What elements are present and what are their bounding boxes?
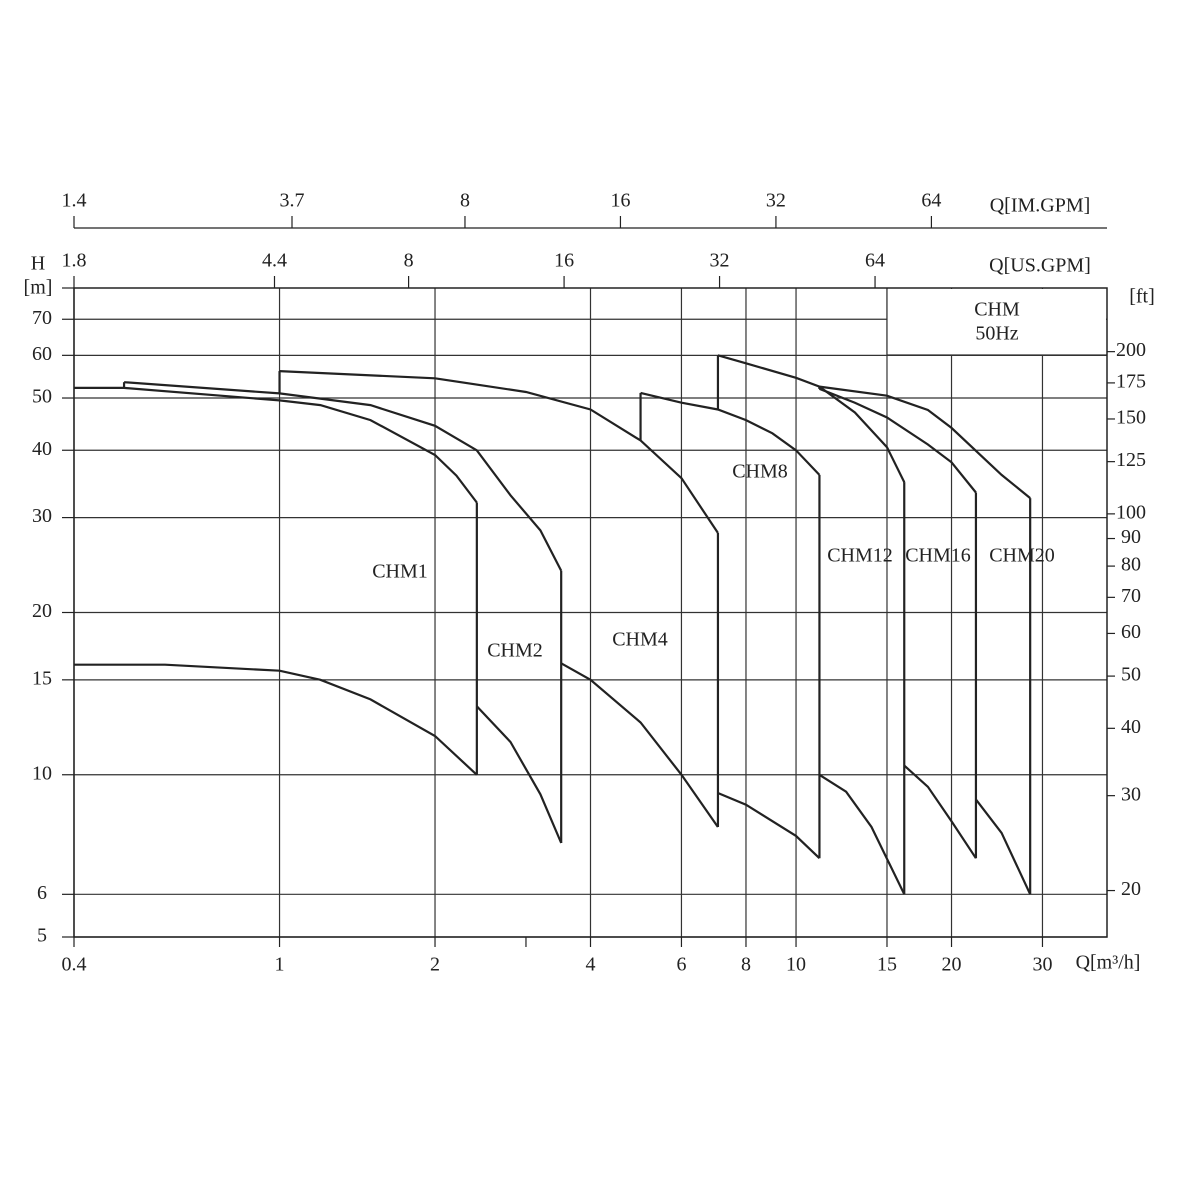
- y-tick-label: 70: [32, 307, 52, 329]
- y2-tick-label: 100: [1116, 501, 1146, 523]
- x-tick-label: 6: [676, 954, 686, 976]
- y-tick-label: 5: [37, 925, 47, 947]
- series-label: CHM1: [372, 561, 428, 583]
- series-label: CHM12: [827, 545, 893, 567]
- y2-tick-label: 70: [1121, 585, 1141, 607]
- annotation-box: [887, 289, 1106, 355]
- y2-tick-label: 125: [1116, 449, 1146, 471]
- series-label: CHM4: [612, 629, 668, 651]
- y2-tick-label: 200: [1116, 339, 1146, 361]
- top-axis-label: Q[IM.GPM]: [990, 195, 1091, 217]
- pump-curve: [124, 381, 563, 572]
- x-tick-label: 8: [741, 954, 751, 976]
- top-tick-label: 16: [554, 250, 574, 272]
- top-tick-label: 8: [404, 250, 414, 272]
- top-tick-label: 4.4: [262, 250, 287, 272]
- y2-tick-label: 60: [1121, 621, 1141, 643]
- pump-curve: [903, 764, 977, 859]
- pump-curve: [279, 370, 719, 534]
- y2-tick-label: 90: [1121, 526, 1141, 548]
- pump-curve: [560, 662, 719, 828]
- y2-unit: [ft]: [1129, 286, 1155, 308]
- annotation: CHM: [974, 299, 1020, 321]
- x-tick-label: 0.4: [62, 954, 87, 976]
- y-tick-label: 60: [32, 343, 52, 365]
- y2-tick-label: 150: [1116, 407, 1146, 429]
- y-tick-label: 15: [32, 667, 52, 689]
- y2-tick-label: 80: [1121, 554, 1141, 576]
- top-tick-label: 1.4: [62, 190, 87, 212]
- pump-curve: [819, 385, 1031, 499]
- y-label: H: [31, 253, 45, 275]
- series-label: CHM8: [732, 461, 788, 483]
- pump-curve: [640, 391, 821, 476]
- pump-curve: [975, 798, 1032, 895]
- top-tick-label: 16: [610, 190, 630, 212]
- top-axis-label: Q[US.GPM]: [989, 255, 1091, 277]
- y2-tick-label: 175: [1116, 370, 1146, 392]
- top-tick-label: 64: [921, 190, 941, 212]
- x-tick-label: 20: [942, 954, 962, 976]
- top-tick-label: 8: [460, 190, 470, 212]
- y-tick-label: 6: [37, 882, 47, 904]
- y-tick-label: 10: [32, 762, 52, 784]
- pump-curve: [717, 791, 821, 859]
- y-tick-label: 30: [32, 505, 52, 527]
- annotation: 50Hz: [975, 323, 1018, 345]
- x-label: Q[m³/h]: [1076, 952, 1141, 974]
- pump-curve: [818, 387, 977, 494]
- x-tick-label: 10: [786, 954, 806, 976]
- y-tick-label: 50: [32, 386, 52, 408]
- top-tick-label: 1.8: [62, 250, 87, 272]
- y-tick-label: 20: [32, 600, 52, 622]
- pump-curve: [818, 773, 906, 895]
- x-tick-label: 15: [877, 954, 897, 976]
- series-label: CHM16: [905, 545, 971, 567]
- x-tick-label: 1: [275, 954, 285, 976]
- series-label: CHM2: [487, 640, 543, 662]
- pump-curve: [475, 705, 563, 844]
- x-tick-label: 4: [586, 954, 596, 976]
- x-tick-label: 2: [430, 954, 440, 976]
- y2-tick-label: 40: [1121, 716, 1141, 738]
- y-unit: [m]: [24, 277, 53, 299]
- top-tick-label: 32: [710, 250, 730, 272]
- y-tick-label: 40: [32, 438, 52, 460]
- series-label: CHM20: [989, 545, 1055, 567]
- y2-tick-label: 30: [1121, 783, 1141, 805]
- top-tick-label: 3.7: [280, 190, 305, 212]
- y2-tick-label: 20: [1121, 878, 1141, 900]
- pump-curve: [74, 663, 478, 776]
- pump-curve: [74, 386, 478, 504]
- y2-tick-label: 50: [1121, 664, 1141, 686]
- top-tick-label: 64: [865, 250, 885, 272]
- x-tick-label: 30: [1032, 954, 1052, 976]
- top-tick-label: 32: [766, 190, 786, 212]
